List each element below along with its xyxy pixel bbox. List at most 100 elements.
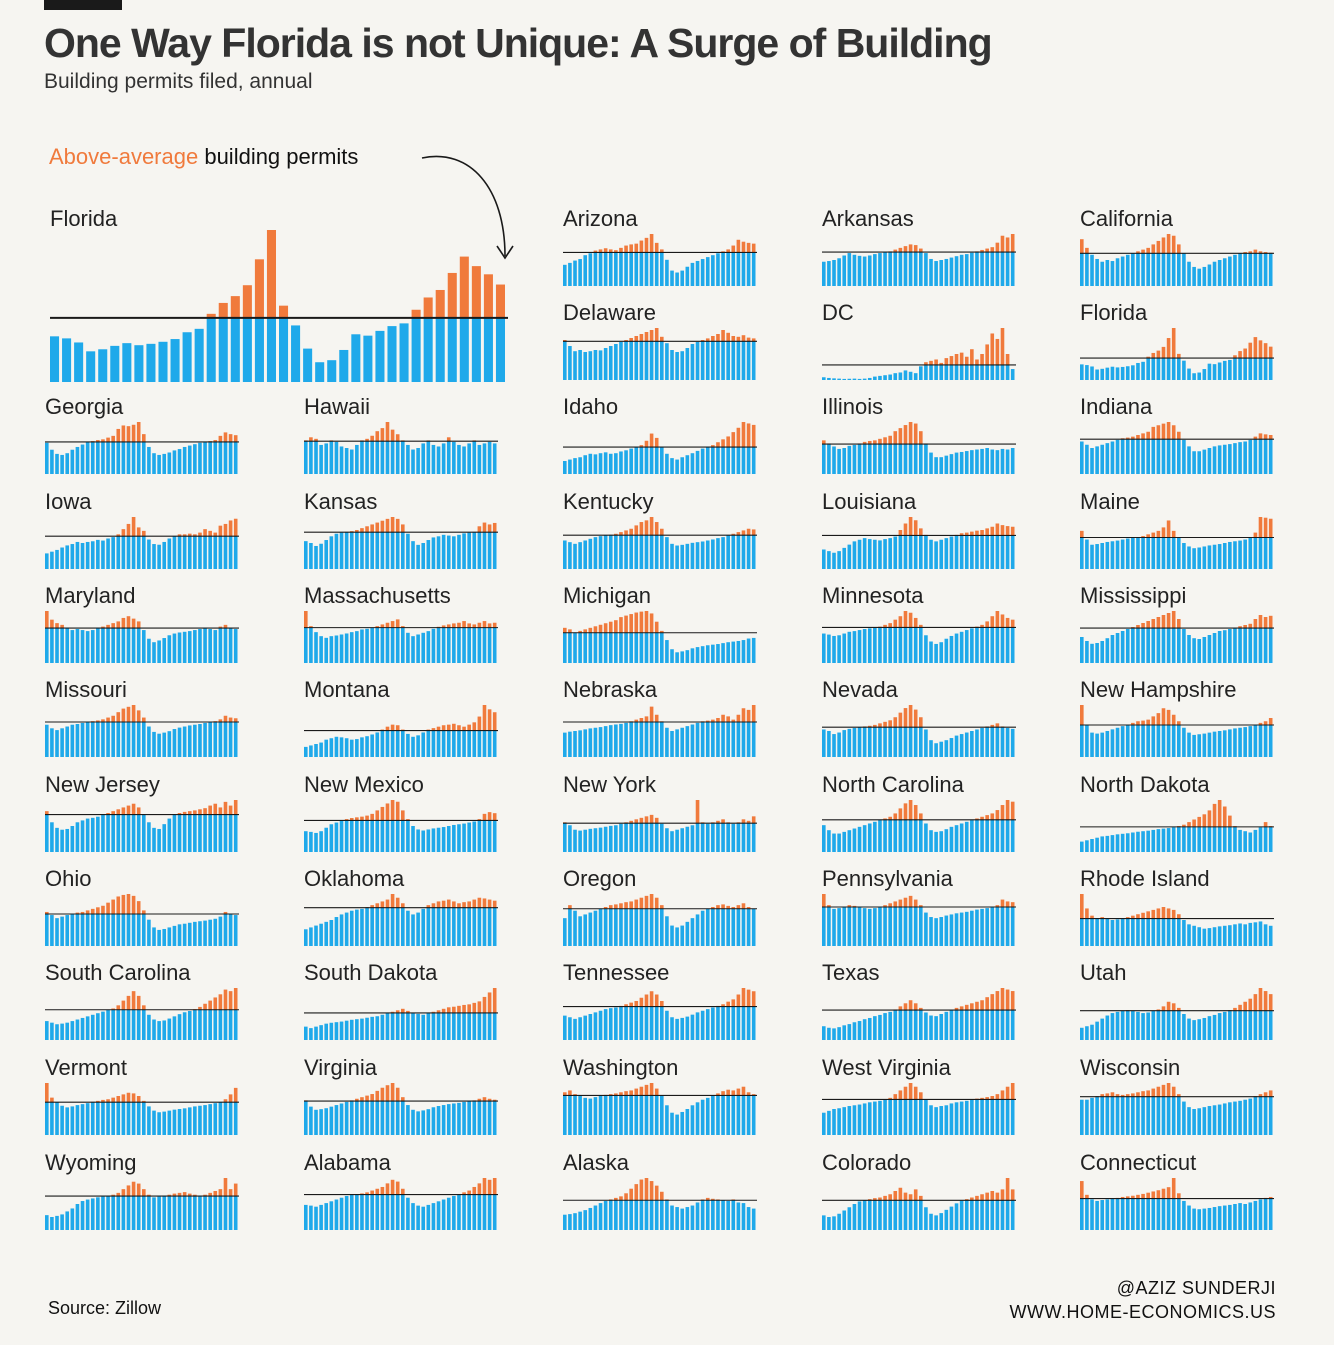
chart-west-virginia: West Virginia <box>822 1055 1016 1135</box>
bar-below-avg <box>862 538 867 569</box>
bar-below-avg <box>349 449 354 474</box>
bar-below-avg <box>152 642 156 663</box>
bar-below-avg <box>111 441 115 474</box>
bar-above-avg <box>142 530 146 537</box>
bar-below-avg <box>959 631 964 663</box>
bar-below-avg <box>929 1015 933 1040</box>
bar-below-avg <box>924 535 928 569</box>
bar-below-avg <box>934 831 938 852</box>
bar-below-avg <box>944 258 949 286</box>
bar-below-avg <box>55 827 59 852</box>
bar-above-avg <box>644 332 649 342</box>
bar-below-avg <box>142 1102 146 1135</box>
bar-below-avg <box>441 907 446 946</box>
bar-below-avg <box>142 913 146 946</box>
bar-below-avg <box>898 252 903 286</box>
bar-below-avg <box>842 547 847 569</box>
bar-below-avg <box>665 1010 669 1040</box>
bar-below-avg <box>111 722 115 757</box>
bar-above-avg <box>85 910 90 914</box>
bar-below-avg <box>446 1104 451 1135</box>
bar-below-avg <box>660 1200 664 1230</box>
bar-above-avg <box>634 1088 639 1096</box>
bar-below-avg <box>1197 734 1202 757</box>
bar-below-avg <box>1105 367 1110 380</box>
bar-above-avg <box>1141 623 1145 629</box>
bar-below-avg <box>1085 641 1089 663</box>
bar-below-avg <box>472 1012 477 1040</box>
bar-below-avg <box>934 1107 938 1135</box>
bar-above-avg <box>1263 517 1268 538</box>
bar-below-avg <box>1095 446 1099 474</box>
chart-plot-kentucky <box>563 517 757 569</box>
bar-below-avg <box>944 364 949 380</box>
bar-below-avg <box>60 829 64 852</box>
bar-below-avg <box>583 632 588 663</box>
bar-below-avg <box>228 1102 233 1135</box>
bar-below-avg <box>208 1196 212 1230</box>
bar-below-avg <box>1146 1198 1150 1230</box>
bar-above-avg <box>477 526 482 533</box>
bar-below-avg <box>131 1009 136 1040</box>
chart-oregon: Oregon <box>563 866 757 946</box>
bar-below-avg <box>198 1009 202 1040</box>
bar-above-avg <box>1171 714 1176 725</box>
chart-label-new-jersey: New Jersey <box>45 772 160 797</box>
bar-below-avg <box>1268 628 1273 663</box>
bar-below-avg <box>1202 546 1207 569</box>
bar-below-avg <box>360 532 364 569</box>
bar-below-avg <box>65 1211 70 1230</box>
bar-below-avg <box>324 921 329 946</box>
bar-below-avg <box>1095 837 1099 852</box>
bar-above-avg <box>639 445 644 448</box>
bar-below-avg <box>654 722 659 757</box>
bar-below-avg <box>355 631 359 663</box>
bar-above-avg <box>1166 709 1171 725</box>
bar-below-avg <box>1125 1096 1130 1135</box>
bar-above-avg <box>365 1095 369 1102</box>
bar-above-avg <box>101 1099 105 1103</box>
bar-above-avg <box>1156 240 1161 254</box>
bar-above-avg <box>142 1189 146 1197</box>
bar-below-avg <box>670 543 674 569</box>
bar-above-avg <box>126 523 131 537</box>
bar-below-avg <box>563 341 567 380</box>
bar-above-avg <box>1253 249 1258 254</box>
bar-below-avg <box>131 441 136 474</box>
bar-above-avg <box>1156 350 1161 359</box>
bar-above-avg <box>126 1092 131 1103</box>
bar-below-avg <box>878 1200 882 1230</box>
bar-below-avg <box>639 341 644 380</box>
chart-label-alaska: Alaska <box>563 1150 630 1175</box>
bar-above-avg <box>1010 991 1015 1011</box>
bar-above-avg <box>385 422 390 442</box>
bar-below-avg <box>614 825 618 852</box>
bar-below-avg <box>898 1099 903 1135</box>
bar-below-avg <box>86 351 96 382</box>
bar-above-avg <box>472 1002 477 1013</box>
bar-below-avg <box>446 1197 451 1230</box>
bar-above-avg <box>975 530 979 536</box>
chart-label-vermont: Vermont <box>45 1055 127 1080</box>
bar-above-avg <box>1156 1190 1161 1199</box>
chart-mississippi: Mississippi <box>1080 583 1274 663</box>
bar-below-avg <box>685 455 690 474</box>
bar-below-avg <box>1095 1200 1099 1230</box>
bar-below-avg <box>832 552 836 569</box>
bar-below-avg <box>939 741 944 757</box>
bar-above-avg <box>644 816 649 824</box>
bar-below-avg <box>1243 253 1247 286</box>
bar-below-avg <box>680 351 685 380</box>
bar-above-avg <box>873 440 877 445</box>
bar-above-avg <box>487 899 492 908</box>
bar-below-avg <box>639 823 644 852</box>
bar-above-avg <box>995 611 1000 628</box>
bar-below-avg <box>975 449 979 474</box>
credit: @AZIZ SUNDERJI WWW.HOME-ECONOMICS.US <box>1010 1276 1276 1324</box>
bar-above-avg <box>1253 436 1258 440</box>
chart-connecticut: Connecticut <box>1080 1150 1274 1230</box>
bar-above-avg <box>908 895 913 907</box>
bar-above-avg <box>1000 525 1005 536</box>
bar-below-avg <box>111 1196 115 1230</box>
bar-below-avg <box>85 1016 90 1040</box>
